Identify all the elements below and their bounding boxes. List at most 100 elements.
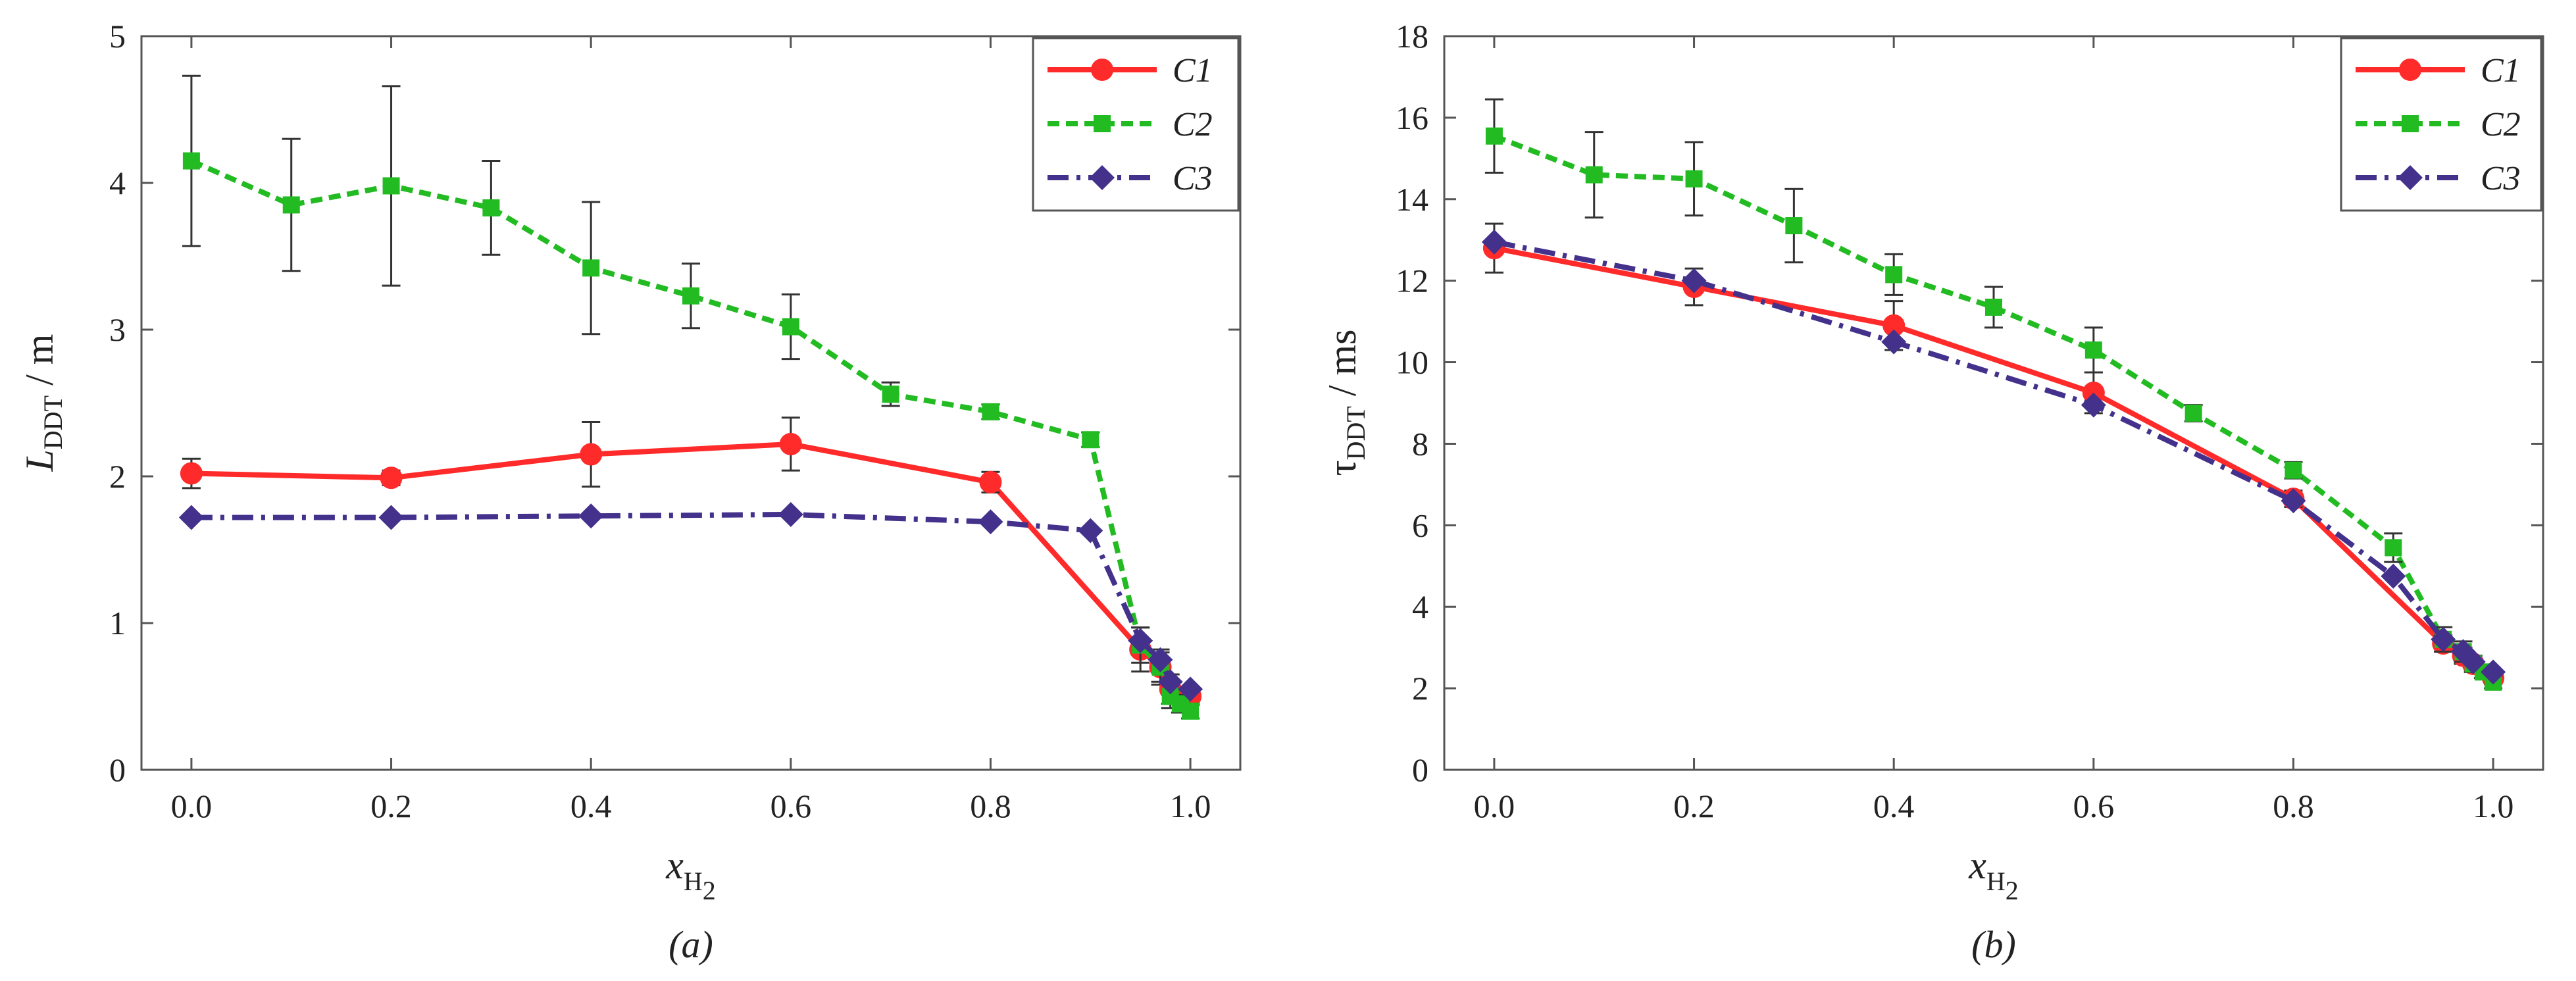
panel-b-c3-point	[1481, 229, 1507, 255]
panel-b-ticks-layer: 0.0 0.2 0.4 0.6 0.8 1.0 0 2 4 6 8 10 12 14 16 18	[1396, 18, 2543, 824]
panel-a-c2-point	[1182, 702, 1200, 720]
panel-a-legend-label: C1	[1173, 52, 1213, 89]
panel-b-series-c3	[1481, 229, 2506, 685]
panel-b-x-tick-label: 0.4	[1873, 788, 1915, 824]
panel-b-legend-marker	[2399, 59, 2421, 81]
panel-b-chart: 0.0 0.2 0.4 0.6 0.8 1.0 0 2 4 6 8 10 12 14 16 18 xH2 τD…	[1321, 18, 2544, 966]
panel-b-c3-point	[1681, 268, 1707, 293]
panel-b-y-tick-label: 6	[1412, 507, 1428, 543]
panel-a-legend-marker	[1091, 59, 1113, 81]
panel-b-caption: (b)	[1971, 923, 2016, 966]
panel-b-x-tick-label: 0.0	[1474, 788, 1515, 824]
panel-b-x-axis-label: xH2	[1968, 843, 2019, 905]
panel-a-y-tick-label: 0	[109, 751, 126, 788]
panel-b-c2-point	[2385, 539, 2402, 557]
panel-a-legend: C1 C2 C3	[1032, 37, 1240, 212]
panel-a-x-tick-label: 0.8	[970, 788, 1011, 824]
panel-a-c2-point	[282, 196, 300, 214]
panel-b-c2-point	[2285, 461, 2302, 479]
panel-a-c3-point	[578, 503, 604, 529]
panel-a-chart: 0.0 0.2 0.4 0.6 0.8 1.0 0 1 2 3 4 5 xH2 LDDT / m C1…	[18, 18, 1242, 966]
panel-b-c2-line	[1493, 134, 2495, 684]
panel-a-c1-line	[191, 441, 1192, 699]
panel-b-c3-point	[1881, 329, 1907, 355]
panel-b-legend: C1 C2 C3	[2340, 37, 2542, 212]
panel-a-legend-label: C3	[1173, 160, 1213, 197]
panel-b-legend-label: C2	[2481, 106, 2521, 143]
panel-b-c3-point	[2081, 392, 2106, 418]
panel-a-y-tick-label: 4	[109, 164, 126, 201]
panel-b-legend-marker	[2402, 115, 2419, 132]
panel-a-c3-line	[191, 511, 1192, 692]
panel-a-c3-point	[178, 505, 204, 530]
panel-b-c2-point	[1785, 217, 1803, 235]
panel-a-c3-point	[1148, 647, 1173, 672]
panel-a-series-c3	[178, 501, 1203, 702]
panel-a-c1-point	[380, 466, 403, 490]
panel-b-x-tick-label: 0.6	[2073, 788, 2115, 824]
panel-a-c3-point	[1078, 518, 1103, 543]
panel-a-x-tick-label: 0.6	[770, 788, 812, 824]
panel-b-y-tick-label: 8	[1412, 425, 1428, 462]
panel-b-y-tick-label: 18	[1396, 18, 1428, 55]
panel-a-c2-point	[782, 318, 799, 336]
panel-a-x-tick-label: 0.2	[370, 788, 412, 824]
panel-b-y-tick-label: 2	[1412, 670, 1428, 707]
panel-a-series-layer	[178, 74, 1203, 720]
panel-a-legend-item-c1: C1	[1048, 52, 1213, 89]
panel-a-c3-point	[1178, 676, 1203, 702]
panel-a-legend-item-c3: C3	[1048, 160, 1213, 197]
panel-b-c2-point	[1685, 170, 1703, 188]
panel-a-legend-marker	[1094, 115, 1111, 132]
panel-a-c1-point	[979, 470, 1002, 493]
panel-b-legend-label: C3	[2481, 160, 2521, 197]
panel-b-legend-item-c2: C2	[2356, 106, 2521, 143]
panel-a-c3-point	[978, 509, 1003, 535]
panel-a-c2-point	[582, 259, 600, 277]
panel-b-c2-point	[2084, 341, 2102, 359]
panel-a-c2-point	[682, 287, 699, 305]
panel-b-c2-point	[1585, 166, 1603, 184]
panel-a-y-tick-label: 5	[109, 18, 126, 55]
panel-a-c3-point	[1157, 669, 1183, 695]
panel-b-c2-point	[2185, 404, 2202, 422]
panel-b-series-layer	[1481, 98, 2506, 691]
panel-a-c2-line	[190, 158, 1192, 714]
panel-a-legend-marker	[1090, 165, 1115, 190]
panel-b-c3-point	[2381, 563, 2406, 589]
panel-b-y-tick-label: 14	[1396, 181, 1428, 218]
panel-a-y-tick-label: 3	[109, 311, 126, 348]
panel-b-plot-frame	[1443, 35, 2544, 771]
panel-b-x-tick-label: 0.2	[1673, 788, 1715, 824]
panel-b-c3-point	[2481, 659, 2506, 685]
panel-b-y-tick-label: 10	[1396, 344, 1428, 381]
panel-a-c1-point	[180, 462, 203, 485]
panel-a-legend-label: C2	[1173, 106, 1213, 143]
panel-b-c3-point	[2281, 488, 2306, 514]
panel-a-legend-item-c2: C2	[1048, 106, 1213, 143]
panel-a-ticks-layer: 0.0 0.2 0.4 0.6 0.8 1.0 0 1 2 3 4 5	[109, 18, 1240, 824]
panel-a-c1-point	[580, 443, 603, 466]
panel-b-c3-point	[2431, 626, 2456, 652]
panel-a-c2-point	[982, 403, 999, 420]
panel-a-x-axis-label: xH2	[665, 843, 716, 905]
panel-b-y-tick-label: 12	[1396, 263, 1428, 299]
panel-a-c3-point	[778, 501, 803, 527]
panel-b-c2-point	[1985, 298, 2002, 316]
panel-b-legend-marker	[2398, 165, 2423, 190]
panel-a-c3-point	[1128, 628, 1153, 653]
panel-a-c2-point	[182, 152, 200, 170]
panel-a-y-tick-label: 2	[109, 458, 126, 495]
panel-b-c3-point	[2460, 649, 2486, 674]
panel-b-y-tick-label: 16	[1396, 99, 1428, 136]
panel-a-caption: (a)	[669, 923, 713, 966]
panel-b-legend-item-c1: C1	[2356, 52, 2521, 89]
panel-b-c2-point	[1885, 266, 1903, 284]
panel-a-c2-point	[1082, 431, 1099, 449]
panel-b-y-tick-label: 4	[1412, 588, 1428, 625]
panel-a-series-c1	[180, 416, 1202, 708]
panel-b-c2-point	[1485, 127, 1503, 145]
panel-a-x-tick-label: 1.0	[1170, 788, 1211, 824]
panel-b-legend-item-c3: C3	[2356, 160, 2521, 197]
